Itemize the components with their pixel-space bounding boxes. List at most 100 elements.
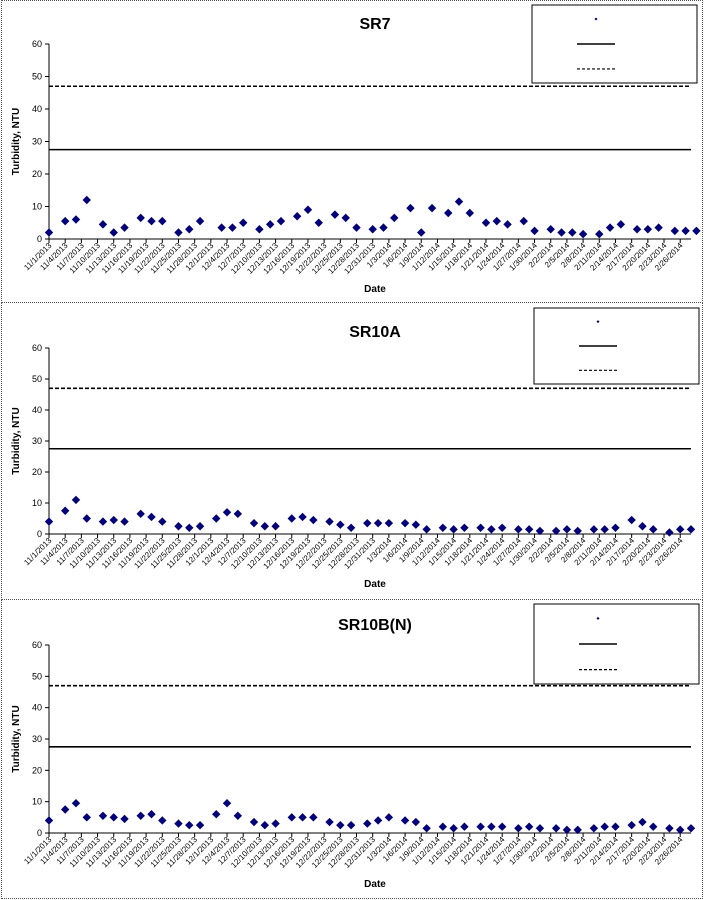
data-point <box>573 825 582 835</box>
data-point <box>287 813 296 822</box>
data-point <box>147 810 156 819</box>
data-point <box>519 216 528 226</box>
data-point <box>265 220 275 229</box>
data-point <box>44 517 54 526</box>
data-point <box>400 518 410 528</box>
y-tick-label: 60 <box>32 343 42 353</box>
x-axis-label: Date <box>364 579 386 590</box>
data-point <box>60 506 70 515</box>
data-point <box>406 203 415 213</box>
data-point <box>600 525 609 534</box>
data-point <box>336 520 345 529</box>
chart-panel-sr7: SR7 0 10 20 30 40 50 60 Turbidity, NTU 11/1/2013 1… <box>1 0 703 303</box>
data-point <box>400 816 410 825</box>
data-point <box>158 517 167 526</box>
data-point <box>514 824 523 833</box>
y-tick-label: 50 <box>32 671 42 681</box>
data-point <box>346 523 356 532</box>
data-point <box>233 811 243 820</box>
data-point <box>309 515 318 525</box>
y-tick-label: 30 <box>32 734 42 744</box>
data-point <box>654 223 663 232</box>
data-point <box>411 520 421 529</box>
data-point <box>298 512 307 522</box>
y-tick-label: 0 <box>37 828 42 838</box>
data-point <box>497 523 507 532</box>
data-point <box>627 515 636 525</box>
data-point <box>535 526 545 536</box>
data-point <box>174 522 183 531</box>
data-point <box>195 820 205 830</box>
data-point <box>373 518 383 528</box>
data-point <box>287 514 296 523</box>
data-point <box>158 816 167 825</box>
data-point <box>638 522 647 531</box>
data-point <box>109 228 118 237</box>
data-point <box>271 819 280 828</box>
y-tick-label: 20 <box>32 467 42 477</box>
data-point <box>438 822 448 831</box>
data-point <box>557 228 566 237</box>
data-point <box>60 216 70 226</box>
data-point <box>44 228 54 237</box>
data-point <box>298 813 307 822</box>
data-point <box>449 824 458 833</box>
data-point <box>120 223 129 232</box>
data-point <box>336 820 345 830</box>
data-point <box>427 203 437 213</box>
data-point <box>465 208 475 218</box>
data-point <box>212 810 221 819</box>
data-point <box>98 517 108 526</box>
data-point <box>476 822 485 831</box>
data-point <box>551 824 561 833</box>
data-point <box>611 523 620 532</box>
data-point <box>546 225 555 234</box>
y-tick-label: 40 <box>32 405 42 415</box>
data-point <box>562 825 572 835</box>
data-point <box>212 514 221 523</box>
data-point <box>487 822 496 831</box>
x-axis-label: Date <box>364 284 386 295</box>
data-point <box>325 817 334 827</box>
data-point <box>147 216 156 226</box>
data-point <box>449 525 458 534</box>
y-tick-label: 60 <box>32 640 42 650</box>
data-point <box>665 824 674 833</box>
data-point <box>174 228 183 237</box>
data-point <box>222 799 232 808</box>
data-point <box>417 228 426 237</box>
data-point <box>514 525 523 534</box>
legend-marker <box>594 17 598 21</box>
data-point <box>276 216 286 226</box>
data-point <box>497 822 507 831</box>
y-tick-label: 40 <box>32 703 42 713</box>
data-point <box>411 817 421 827</box>
data-point <box>422 824 431 833</box>
data-point <box>195 216 205 226</box>
data-point <box>325 517 334 526</box>
data-point <box>676 525 685 534</box>
data-point <box>524 822 534 831</box>
data-point <box>185 523 194 532</box>
data-point <box>174 819 183 828</box>
data-point <box>611 822 620 831</box>
data-point <box>595 229 604 239</box>
y-tick-label: 10 <box>32 202 42 212</box>
data-point <box>438 523 448 532</box>
chart-panel-sr10a: SR10A 0 10 20 30 40 50 60 Turbidity, NTU 11/1/201… <box>1 302 703 600</box>
data-point <box>692 226 701 236</box>
data-point <box>120 517 129 526</box>
chart-title: SR10B(N) <box>338 617 412 634</box>
y-tick-label: 60 <box>32 39 42 49</box>
y-tick-label: 20 <box>32 765 42 775</box>
data-point <box>487 525 496 534</box>
data-point <box>71 799 81 808</box>
data-point <box>670 226 680 236</box>
data-point <box>217 223 226 232</box>
data-point <box>476 523 485 532</box>
data-point <box>260 820 269 830</box>
data-point <box>239 218 248 227</box>
